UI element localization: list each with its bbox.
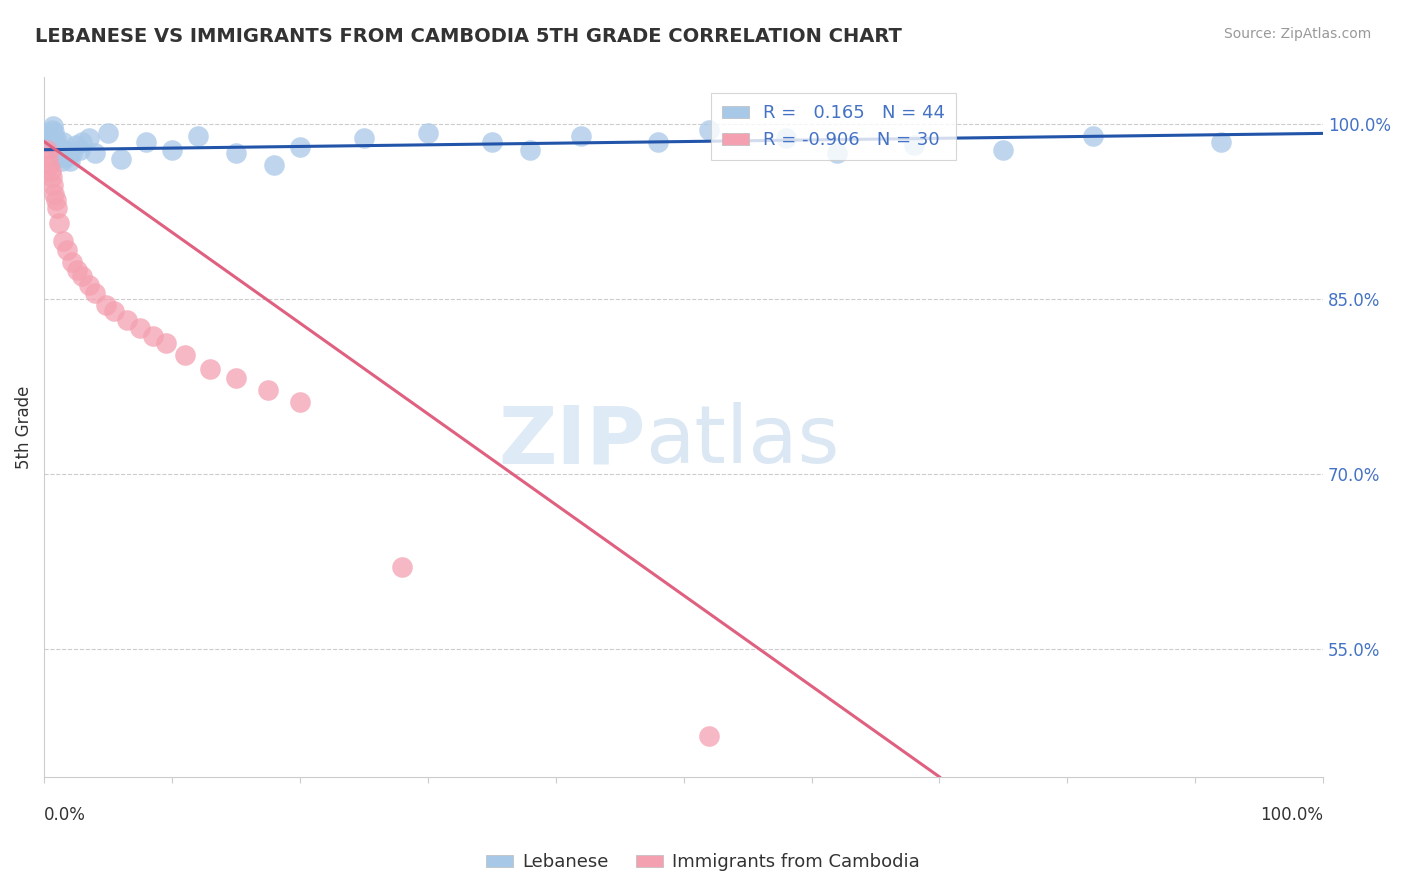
Point [117, 313, 139, 327]
Legend: R =   0.165   N = 44, R = -0.906   N = 30: R = 0.165 N = 44, R = -0.906 N = 30 [711, 94, 956, 161]
Point [66, 262, 89, 277]
Point [45, 201, 67, 215]
Point [903, 138, 925, 153]
Point [110, 152, 132, 166]
Point [825, 146, 848, 161]
Point [647, 135, 669, 149]
Point [129, 321, 152, 335]
Point [569, 128, 592, 143]
Point [391, 560, 413, 574]
Legend: Lebanese, Immigrants from Cambodia: Lebanese, Immigrants from Cambodia [479, 847, 927, 879]
Point [65, 138, 87, 153]
Point [59, 154, 82, 169]
Point [37, 150, 59, 164]
Point [41, 169, 63, 184]
Point [37, 135, 59, 149]
Point [39, 163, 62, 178]
Point [42, 120, 65, 134]
Point [35, 128, 58, 143]
Point [53, 143, 76, 157]
Point [519, 143, 541, 157]
Point [416, 127, 439, 141]
Point [187, 128, 209, 143]
Point [41, 123, 63, 137]
Point [288, 394, 311, 409]
Point [103, 303, 125, 318]
Point [84, 286, 107, 301]
Text: ZIP: ZIP [498, 402, 645, 480]
Point [42, 178, 65, 192]
Text: atlas: atlas [645, 402, 839, 480]
Point [775, 131, 797, 145]
Point [225, 146, 247, 161]
Point [69, 143, 91, 157]
Point [155, 336, 177, 351]
Point [257, 383, 280, 397]
Point [160, 143, 183, 157]
Text: 100.0%: 100.0% [1260, 806, 1323, 824]
Point [60, 146, 83, 161]
Text: Source: ZipAtlas.com: Source: ZipAtlas.com [1223, 27, 1371, 41]
Point [35, 143, 58, 157]
Point [52, 135, 75, 149]
Point [72, 268, 94, 283]
Point [45, 138, 67, 153]
Point [60, 254, 83, 268]
Point [353, 131, 375, 145]
Point [38, 158, 60, 172]
Point [697, 123, 720, 137]
Point [51, 154, 73, 169]
Point [173, 348, 195, 362]
Point [200, 362, 222, 376]
Point [77, 277, 100, 292]
Point [46, 143, 69, 157]
Point [142, 329, 165, 343]
Point [49, 150, 72, 164]
Point [135, 135, 157, 149]
Point [72, 135, 94, 149]
Point [39, 131, 62, 145]
Point [97, 127, 120, 141]
Point [697, 729, 720, 743]
Point [288, 140, 311, 154]
Point [38, 127, 60, 141]
Point [44, 187, 66, 202]
Point [48, 216, 70, 230]
Point [1209, 135, 1232, 149]
Text: LEBANESE VS IMMIGRANTS FROM CAMBODIA 5TH GRADE CORRELATION CHART: LEBANESE VS IMMIGRANTS FROM CAMBODIA 5TH… [35, 27, 903, 45]
Point [993, 143, 1015, 157]
Point [56, 150, 79, 164]
Point [48, 146, 70, 161]
Text: 0.0%: 0.0% [44, 806, 86, 824]
Point [45, 193, 67, 207]
Point [1081, 128, 1104, 143]
Point [45, 132, 67, 146]
Point [44, 125, 66, 139]
Point [52, 234, 75, 248]
Point [84, 146, 107, 161]
Point [56, 243, 79, 257]
Point [481, 135, 503, 149]
Point [94, 298, 117, 312]
Y-axis label: 5th Grade: 5th Grade [15, 385, 32, 469]
Point [77, 131, 100, 145]
Point [225, 371, 247, 385]
Point [263, 158, 285, 172]
